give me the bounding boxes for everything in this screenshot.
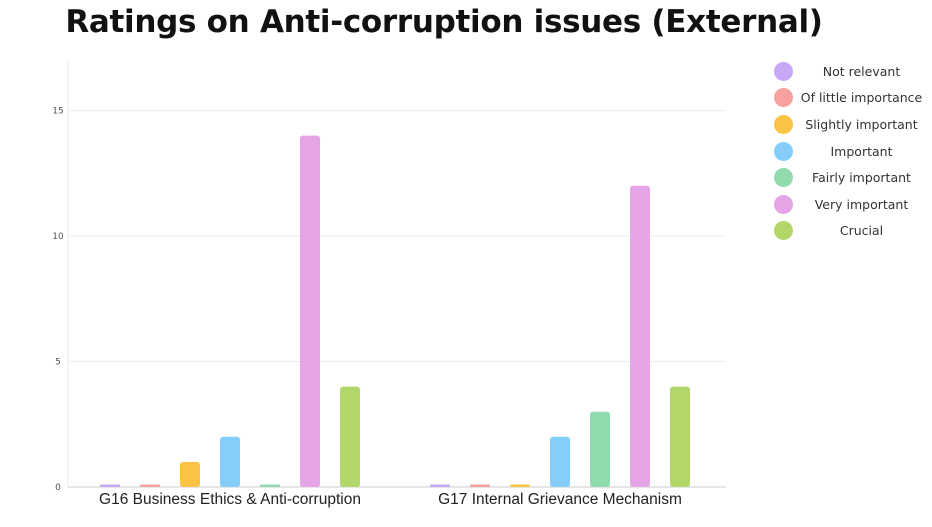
bar-2-very-important — [630, 185, 650, 488]
legend-swatch — [774, 194, 793, 214]
legend-label: Fairly important — [812, 170, 911, 186]
y-tick-label-10: 10 — [52, 232, 64, 242]
bar-2-fairly-important — [590, 411, 610, 487]
legend-label: Important — [830, 143, 893, 159]
bar-1-of-little-importance — [140, 484, 160, 487]
legend-label: Of little importance — [800, 90, 923, 106]
bar-1-very-important — [300, 135, 320, 487]
legend-item: Important — [770, 138, 930, 165]
legend-label: Not relevant — [822, 63, 901, 79]
legend-item: Fairly important — [770, 164, 930, 191]
bar-2-slightly-important — [510, 484, 530, 487]
chart-title: Ratings on Anti-corruption issues (Exter… — [65, 4, 823, 40]
legend-label: Slightly important — [805, 116, 918, 132]
legend-label: Crucial — [839, 223, 884, 239]
legend-item: Not relevant — [770, 58, 930, 85]
bar-1-slightly-important — [180, 461, 200, 487]
bar-1-important — [220, 436, 240, 487]
legend-item: Very important — [770, 191, 930, 218]
bar-2-crucial — [670, 386, 690, 487]
x-category-label-2: G17 Internal Grievance Mechanism — [438, 491, 682, 508]
bar-2-important — [550, 436, 570, 487]
x-category-label-1: G16 Business Ethics & Anti-corruption — [99, 491, 361, 508]
bar-1-fairly-important — [260, 484, 280, 487]
legend-item: Of little importance — [770, 85, 930, 112]
bar-1-crucial — [340, 386, 360, 487]
y-tick-label-5: 5 — [55, 358, 61, 368]
chart-legend: Not relevant Of little importance Slightly… — [770, 58, 930, 244]
legend-swatch — [774, 221, 793, 241]
legend-swatch — [774, 88, 793, 108]
bar-2-not-relevant — [430, 484, 450, 487]
legend-swatch — [774, 114, 793, 134]
legend-swatch — [774, 61, 793, 81]
legend-swatch — [774, 168, 793, 188]
legend-swatch — [774, 141, 793, 161]
bar-2-of-little-importance — [470, 484, 490, 487]
y-tick-label-0: 0 — [55, 483, 61, 493]
legend-label: Very important — [814, 196, 909, 212]
bar-1-not-relevant — [100, 484, 120, 487]
y-tick-label-15: 15 — [52, 107, 63, 117]
legend-item: Crucial — [770, 218, 930, 245]
legend-item: Slightly important — [770, 111, 930, 138]
